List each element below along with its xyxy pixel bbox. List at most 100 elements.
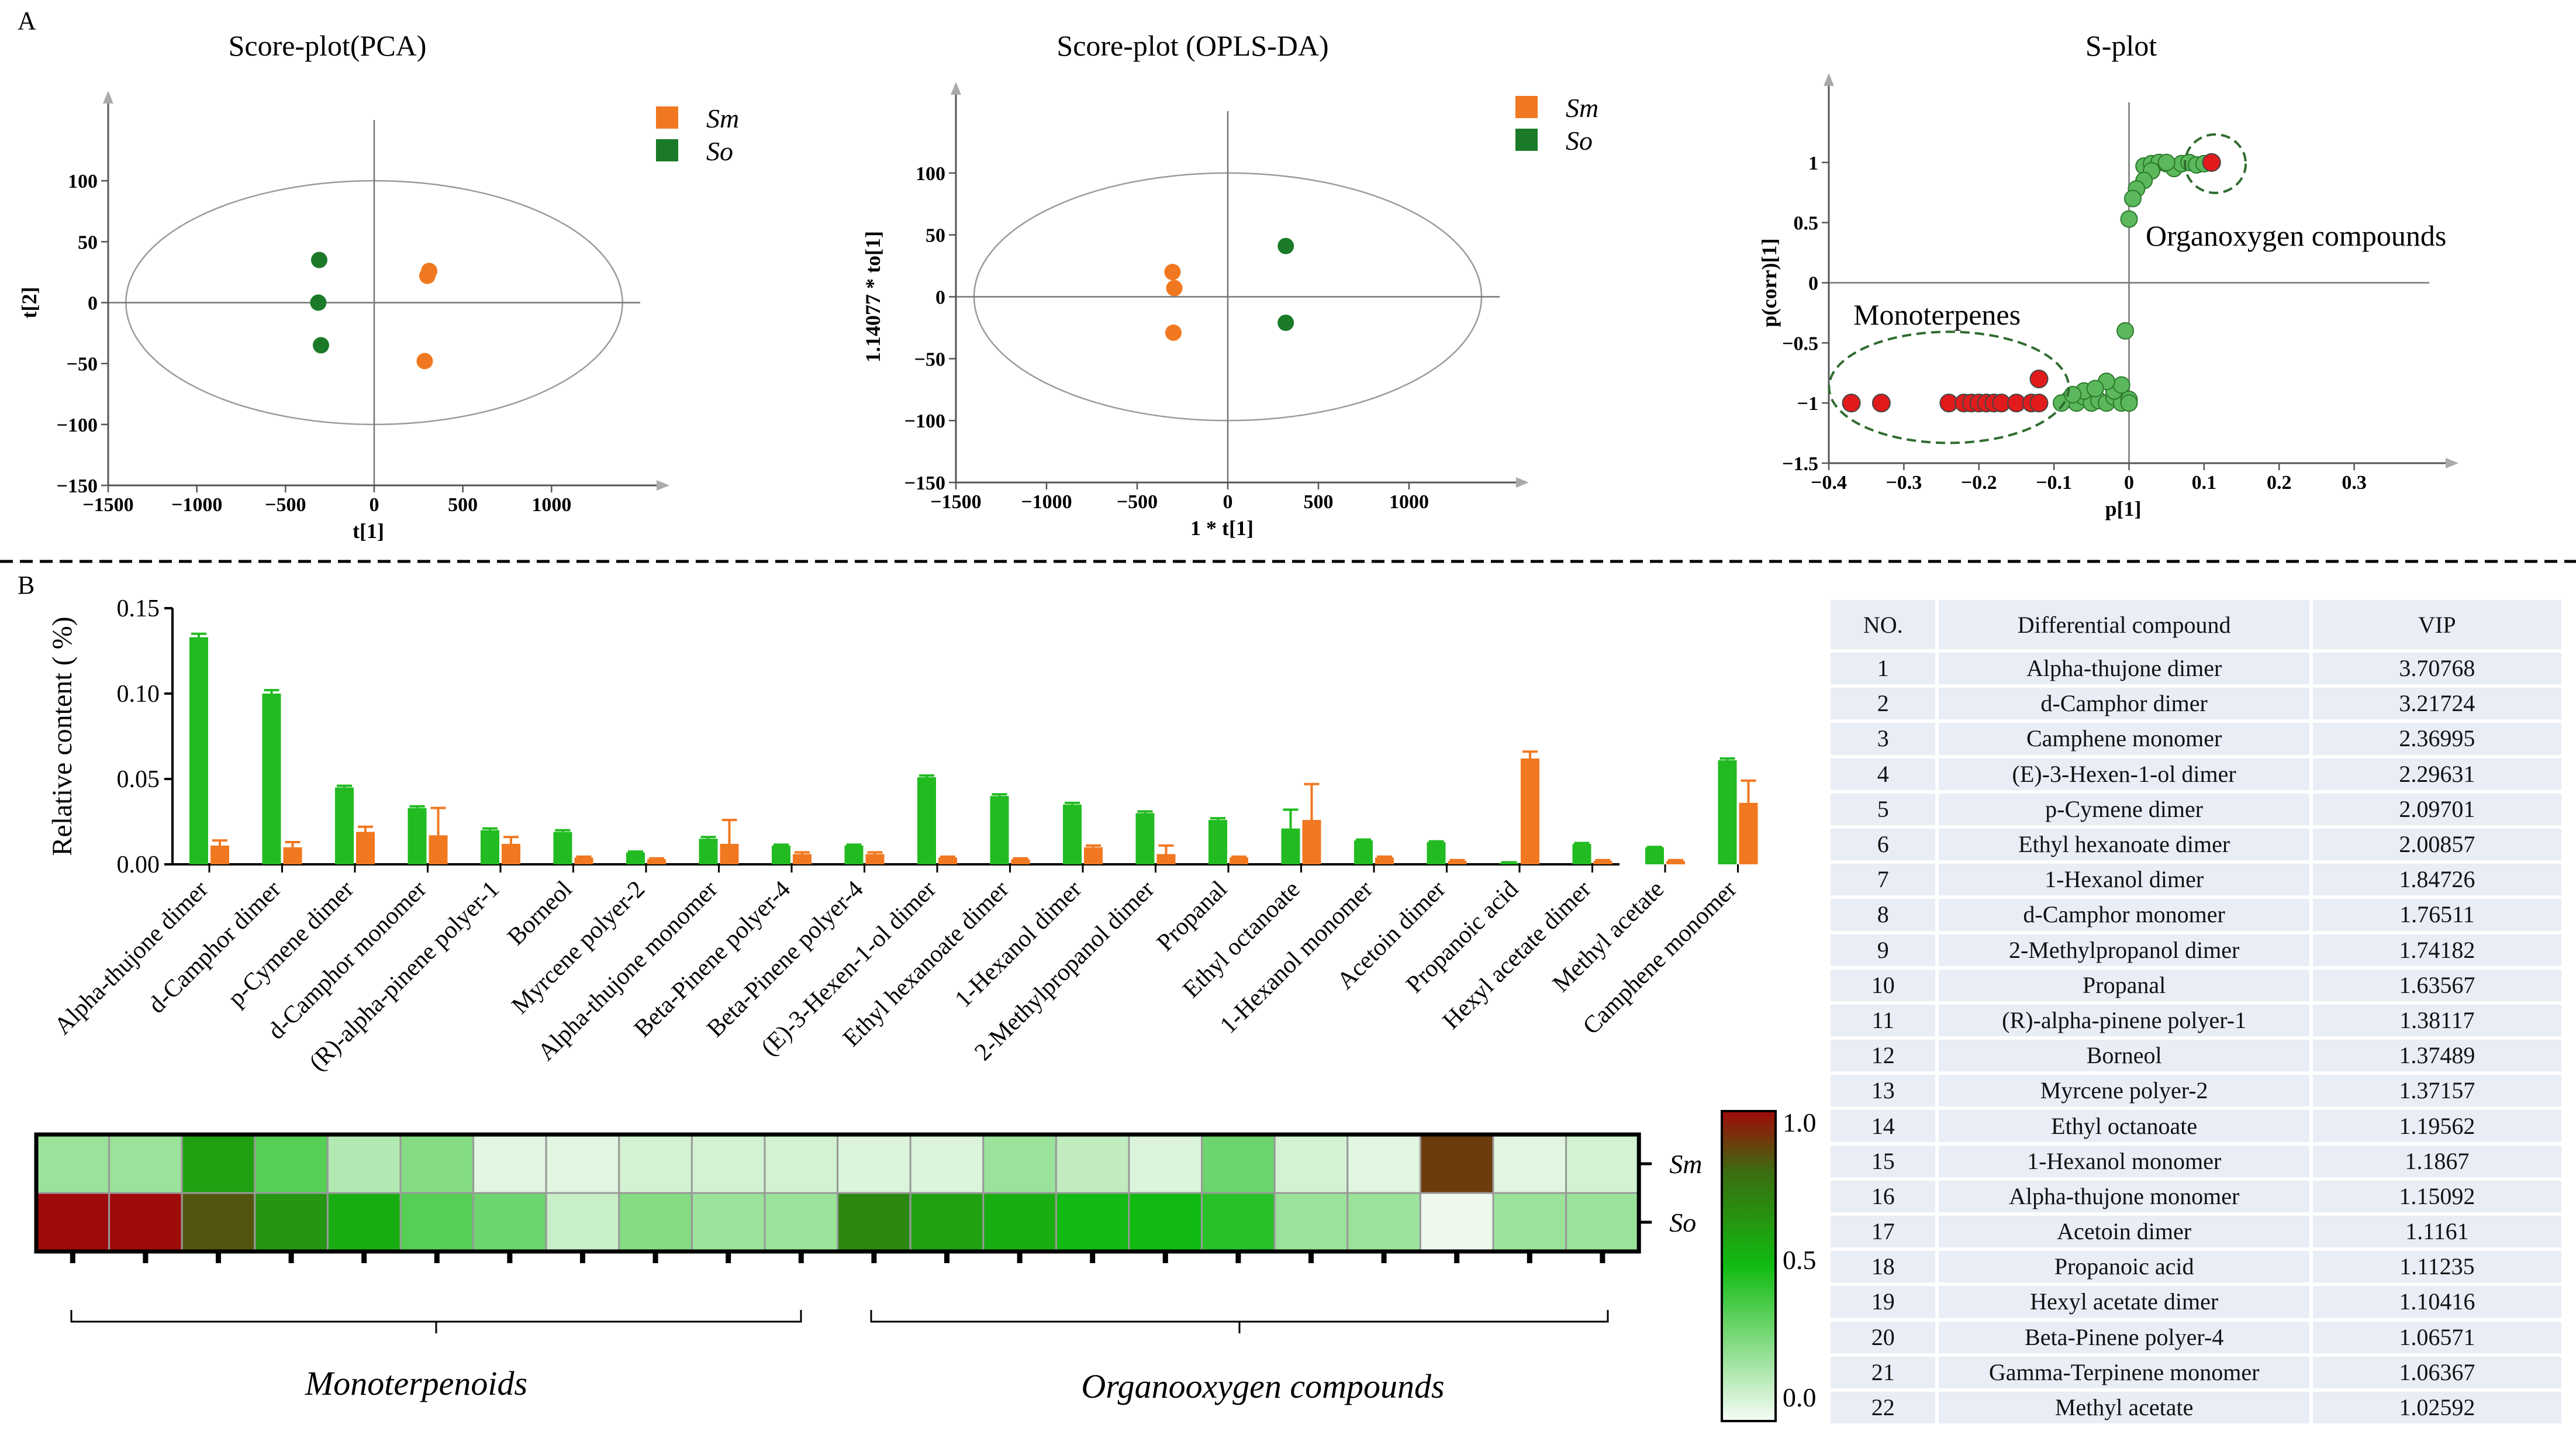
point-other — [2116, 322, 2135, 340]
table-row: 14 Ethyl octanoate 1.19562 — [1829, 1108, 2563, 1144]
bar-so — [844, 845, 864, 864]
y-tick-label: −150 — [57, 475, 98, 497]
row-vip: 2.09701 — [2311, 791, 2563, 827]
row-vip: 1.11235 — [2311, 1249, 2563, 1285]
bar-so — [481, 830, 499, 864]
legend-swatch-so — [656, 139, 678, 161]
row-no: 1 — [1829, 651, 1938, 687]
table-row: 16 Alpha-thujone monomer 1.15092 — [1829, 1178, 2563, 1214]
heatmap-cell-sm — [254, 1133, 329, 1194]
table-row: 9 2-Methylpropanol dimer 1.74182 — [1829, 932, 2563, 968]
heatmap-cell-so — [1128, 1192, 1203, 1253]
heatmap-cell-so — [764, 1192, 839, 1253]
heatmap-cell-sm — [472, 1133, 547, 1194]
x-axis-arrow — [657, 480, 669, 491]
heatmap-cell-sm — [618, 1133, 693, 1194]
heatmap-cell-sm — [181, 1133, 256, 1194]
bar-so — [189, 637, 208, 864]
row-no: 17 — [1829, 1214, 1938, 1250]
row-no: 22 — [1829, 1389, 1938, 1426]
x-tick-label: 0 — [370, 494, 379, 516]
row-vip: 1.10416 — [2311, 1284, 2563, 1320]
table-row: 5 p-Cymene dimer 2.09701 — [1829, 791, 2563, 827]
heatmap-cell-so — [545, 1192, 620, 1253]
point-so — [310, 251, 327, 268]
x-tick-label: 1-Hexanol dimer — [949, 876, 1087, 1013]
colorbar-tick-label: 0.5 — [1783, 1245, 1817, 1275]
bar-so — [1208, 820, 1227, 864]
table-row: 17 Acetoin dimer 1.1161 — [1829, 1214, 2563, 1250]
bar-so — [1427, 842, 1446, 864]
bar-sm — [356, 832, 375, 864]
heatmap-cell-sm — [399, 1133, 475, 1194]
bar-so — [1572, 843, 1591, 864]
heatmap-cell-so — [181, 1192, 256, 1253]
point-so — [310, 294, 327, 311]
x-tick-label: −1000 — [1021, 491, 1072, 513]
bar-sm — [283, 847, 302, 864]
y-axis-label: 1.14077 * to[1] — [861, 231, 885, 363]
bar-so — [262, 694, 281, 864]
heatmap-cell-so — [909, 1192, 985, 1253]
heatmap-cell-sm — [837, 1133, 911, 1194]
bar-so — [1500, 863, 1518, 864]
row-vip: 1.74182 — [2311, 932, 2563, 968]
row-compound: (R)-alpha-pinene polyer-1 — [1937, 1002, 2311, 1039]
table-row: 7 1-Hexanol dimer 1.84726 — [1829, 862, 2563, 898]
row-compound: d-Camphor monomer — [1937, 897, 2311, 933]
heatmap-cell-so — [326, 1192, 402, 1253]
colorbar-tick-label: 1.0 — [1783, 1108, 1817, 1137]
row-label-sm: Sm — [1669, 1149, 1702, 1179]
y-tick-label: 0.10 — [117, 681, 160, 708]
x-tick-label: −500 — [265, 494, 306, 516]
row-vip: 1.63567 — [2311, 967, 2563, 1003]
row-vip: 1.37489 — [2311, 1038, 2563, 1074]
point-other — [2112, 376, 2130, 394]
chart-title: S-plot — [2085, 29, 2157, 62]
panel-label-a: A — [18, 6, 36, 35]
heatmap-cell-sm — [1128, 1133, 1203, 1194]
chart-title: Score-plot (OPLS-DA) — [1056, 29, 1328, 62]
bar-sm — [865, 854, 885, 864]
heatmap-cell-sm — [1273, 1133, 1349, 1194]
heatmap-cell-sm — [1565, 1133, 1640, 1194]
y-tick-label: −100 — [904, 411, 945, 432]
x-tick-label: −0.4 — [1811, 472, 1847, 494]
row-compound: Ethyl octanoate — [1937, 1108, 2311, 1144]
organoxygen-ellipse — [2184, 133, 2247, 194]
y-tick-label: 100 — [916, 163, 945, 185]
y-tick-label: −1 — [1797, 393, 1818, 415]
row-no: 21 — [1829, 1354, 1938, 1390]
s-plot: S-plot −0.4 −0.3 −0.2 −0.1 0 0.1 0.2 0.3 −1.5 −1 −0… — [1757, 29, 2458, 520]
row-no: 19 — [1829, 1284, 1938, 1320]
bar-sm — [429, 835, 448, 864]
row-vip: 1.37157 — [2311, 1073, 2563, 1109]
point-sm — [1166, 280, 1183, 296]
row-no: 10 — [1829, 967, 1938, 1003]
bar-sm — [1230, 857, 1248, 864]
heatmap-cell-so — [982, 1192, 1057, 1253]
bar-so — [1063, 804, 1082, 864]
row-compound: Propanoic acid — [1937, 1249, 2311, 1285]
x-tick-label: −1000 — [171, 494, 222, 516]
table-row: 6 Ethyl hexanoate dimer 2.00857 — [1829, 826, 2563, 863]
y-tick-label: −0.5 — [1782, 333, 1818, 354]
y-axis-arrow — [1824, 73, 1834, 86]
heatmap-cell-so — [690, 1192, 766, 1253]
x-tick-label: 500 — [1304, 491, 1334, 513]
row-no: 3 — [1829, 721, 1938, 757]
heatmap-cell-so — [1346, 1192, 1421, 1253]
group-label-monoterpenoids: Monoterpenoids — [305, 1364, 527, 1402]
row-vip: 1.15092 — [2311, 1178, 2563, 1214]
row-no: 9 — [1829, 932, 1938, 968]
bar-sm — [720, 843, 739, 864]
vip-table: NO. Differential compound VIP 1 Alpha-thu… — [1829, 598, 2563, 1426]
heatmap-cell-sm — [1346, 1133, 1421, 1194]
row-no: 11 — [1829, 1002, 1938, 1039]
heatmap-cell-so — [254, 1192, 329, 1253]
row-vip: 1.38117 — [2311, 1002, 2563, 1039]
bar-so — [1645, 847, 1664, 864]
y-axis-label: Relative content ( %) — [47, 616, 78, 856]
x-tick-label: −0.2 — [1961, 472, 1997, 494]
